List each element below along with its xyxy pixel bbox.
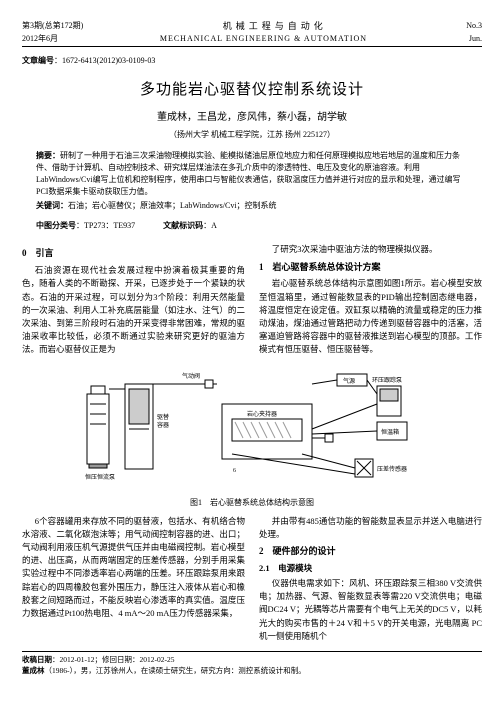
svg-text:容器: 容器 — [157, 421, 169, 429]
right-column-lower: 并由带有485通信功能的智能数显表显示并送入电脑进行处理。 2 硬件部分的设计 … — [259, 515, 482, 645]
issue-right: No.3 — [466, 20, 482, 33]
article-title: 多功能岩心驱替仪控制系统设计 — [22, 80, 482, 101]
paragraph: 岩心驱替系统总体结构示意图如图1所示。岩心模型安放至恒温箱里，通过智能数显表的P… — [259, 277, 482, 356]
section-2-1-head: 2.1 电源模块 — [259, 562, 482, 575]
classification: 中图分类号：TP273：TE937 文献标识码：A — [36, 220, 468, 231]
label-press-sensor: 压差传感器 — [377, 465, 407, 473]
page-header: 第3期(总第172期) 机械工程与自动化 No.3 2012年6月 MECHAN… — [22, 20, 482, 47]
label-drive-container: 驱替 — [157, 413, 169, 421]
footer: 收稿日期：2012-01-12；修回日期：2012-02-25 董成林（1986… — [22, 651, 482, 677]
label-const-temp: 恒压恒流泵 — [85, 473, 115, 481]
section-2-head: 2 硬件部分的设计 — [259, 545, 482, 559]
paragraph: 了研究3次采油中驱油方法的物理模拟仪器。 — [259, 243, 482, 256]
body-columns-lower: 6个容器罐用来存放不同的驱替液，包括水、有机络合物水溶液、二氧化碳泡沫等；用气动… — [22, 515, 482, 645]
label-pneumatic: 气动阀 — [182, 372, 200, 380]
paragraph: 石油资源在现代社会发展过程中扮演着极其重要的角色，随着人类的不断勘探、开采，已逐… — [22, 264, 245, 356]
section-0-head: 0 引言 — [22, 247, 245, 261]
paragraph: 仪器供电需求如下：风机、环压跟踪泵三相380 V交流供电；加热器、气源、智能数显… — [259, 577, 482, 643]
label-const-box: 恒温箱 — [381, 428, 399, 436]
left-column: 0 引言 石油资源在现代社会发展过程中扮演着极其重要的角色，随着人类的不断勘探、… — [22, 243, 245, 358]
figure-1: 恒压恒流泵 驱替 容器 气动阀 岩心夹持器 6 — [22, 364, 482, 508]
section-1-head: 1 岩心驱替系统总体设计方案 — [259, 261, 482, 275]
schematic-diagram-icon: 恒压恒流泵 驱替 容器 气动阀 岩心夹持器 6 — [77, 364, 427, 494]
affiliation: （扬州大学 机械工程学院，江苏 扬州 225127） — [22, 129, 482, 140]
svg-text:6: 6 — [233, 468, 236, 474]
journal-name-en: MECHANICAL ENGINEERING & AUTOMATION — [58, 33, 469, 44]
figure-1-caption: 图1 岩心驱替系统总体结构示意图 — [22, 497, 482, 508]
article-id: 文章编号：1672-6413(2012)03-0109-03 — [22, 55, 482, 66]
label-gas-source: 气源 — [343, 377, 355, 385]
authors: 董成林，王昌龙，彦风伟，蔡小磊，胡学敏 — [22, 111, 482, 125]
label-tracking-pump: 环压跟踪泵 — [372, 376, 402, 384]
paragraph: 并由带有485通信功能的智能数显表显示并送入电脑进行处理。 — [259, 515, 482, 541]
left-column-lower: 6个容器罐用来存放不同的驱替液，包括水、有机络合物水溶液、二氧化碳泡沫等；用气动… — [22, 515, 245, 645]
paragraph: 6个容器罐用来存放不同的驱替液，包括水、有机络合物水溶液、二氧化碳泡沫等；用气动… — [22, 515, 245, 620]
issue-left: 第3期(总第172期) — [22, 20, 83, 33]
journal-name-cn: 机械工程与自动化 — [83, 20, 466, 33]
abstract: 摘要：研制了一种用于石油三次采油物理模拟实验、能模拟储油层原位地应力和任何原理模… — [36, 150, 468, 212]
body-columns: 0 引言 石油资源在现代社会发展过程中扮演着极其重要的角色，随着人类的不断勘探、… — [22, 243, 482, 358]
label-core-holder: 岩心夹持器 — [247, 410, 277, 418]
right-column: 了研究3次采油中驱油方法的物理模拟仪器。 1 岩心驱替系统总体设计方案 岩心驱替… — [259, 243, 482, 358]
